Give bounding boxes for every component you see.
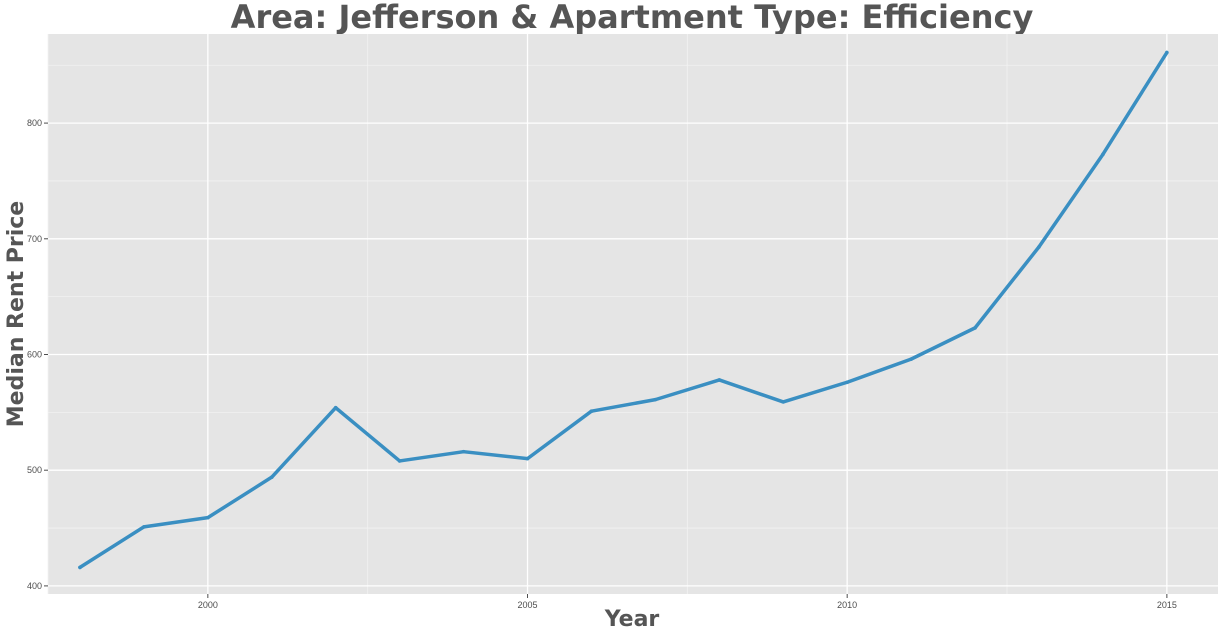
y-tick-label: 400 <box>27 581 42 591</box>
data-point <box>206 515 210 520</box>
data-point <box>1037 245 1041 249</box>
x-tick-label: 2000 <box>198 600 218 610</box>
grid-minor <box>47 34 1218 594</box>
data-point <box>525 456 530 461</box>
data-point <box>333 405 338 410</box>
data-point <box>78 565 82 570</box>
plot-panel <box>48 34 1218 594</box>
data-point <box>717 378 722 382</box>
data-point <box>781 400 786 404</box>
data-point <box>397 459 402 463</box>
y-tick-label: 700 <box>27 234 42 244</box>
y-tick-label: 800 <box>27 118 42 128</box>
x-tick-label: 2010 <box>837 600 857 610</box>
data-point <box>142 525 146 529</box>
series-line <box>78 50 1169 570</box>
x-axis-title: Year <box>604 607 660 632</box>
y-tick-label: 600 <box>27 349 42 359</box>
axis-ticks <box>44 122 1168 598</box>
data-point <box>269 475 274 479</box>
grid-major <box>48 34 1218 594</box>
data-point <box>589 409 594 413</box>
chart-title: Area: Jefferson & Apartment Type: Effici… <box>231 0 1034 36</box>
data-point <box>1101 152 1105 157</box>
series <box>78 50 1169 570</box>
data-point <box>461 449 466 454</box>
data-point <box>845 380 849 385</box>
tick-labels: 2000 2005 2010 2015 400 500 600 700 800 <box>27 118 1177 610</box>
data-point <box>1165 50 1169 55</box>
x-tick-label: 2015 <box>1157 600 1177 610</box>
data-point <box>909 357 913 361</box>
y-axis-title: Median Rent Price <box>4 201 29 427</box>
data-point <box>973 326 977 330</box>
x-tick-label: 2005 <box>517 600 537 610</box>
y-tick-label: 500 <box>27 465 42 475</box>
data-point <box>653 397 658 402</box>
